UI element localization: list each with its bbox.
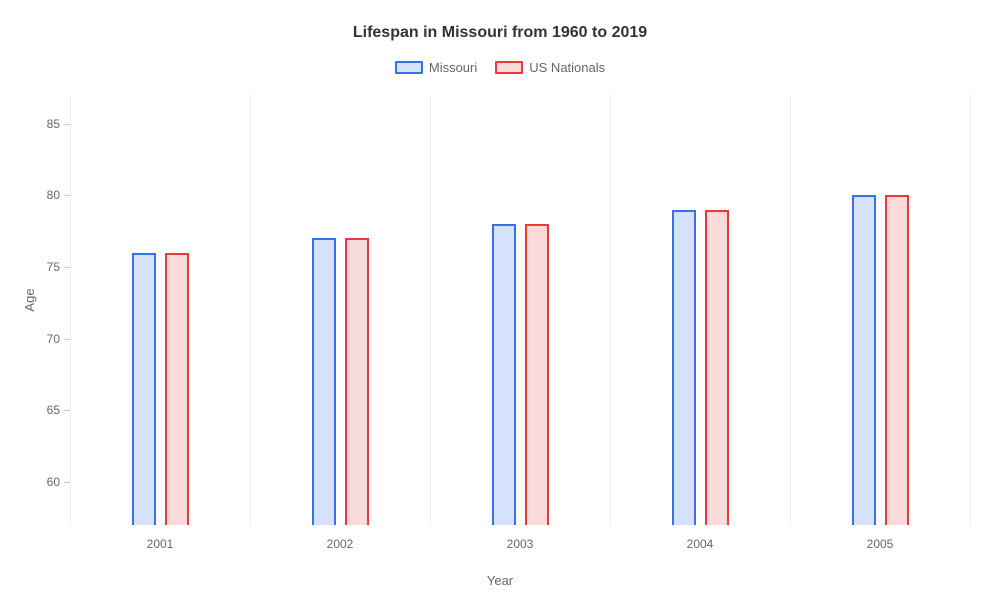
x-axis-title: Year (487, 573, 513, 588)
y-tick-mark (64, 482, 70, 483)
y-tick-label: 60 (30, 475, 60, 489)
bar (345, 238, 369, 525)
x-tick-label: 2003 (507, 537, 534, 551)
legend-item-us-nationals: US Nationals (495, 60, 605, 75)
bar (672, 210, 696, 525)
legend-item-missouri: Missouri (395, 60, 477, 75)
legend-label-missouri: Missouri (429, 60, 477, 75)
x-tick-label: 2002 (327, 537, 354, 551)
plot-area: 60657075808520012002200320042005 (70, 95, 970, 525)
bar (132, 253, 156, 525)
y-axis-title: Age (22, 288, 37, 311)
y-tick-label: 70 (30, 332, 60, 346)
y-tick-mark (64, 410, 70, 411)
legend: Missouri US Nationals (0, 60, 1000, 75)
y-tick-mark (64, 267, 70, 268)
x-tick-label: 2004 (687, 537, 714, 551)
chart-title: Lifespan in Missouri from 1960 to 2019 (0, 0, 1000, 42)
legend-label-us-nationals: US Nationals (529, 60, 605, 75)
legend-swatch-us-nationals (495, 61, 523, 74)
gridline-vertical (970, 95, 971, 525)
gridline-vertical (610, 95, 611, 525)
x-tick-label: 2001 (147, 537, 174, 551)
y-tick-label: 65 (30, 403, 60, 417)
bar (852, 195, 876, 525)
y-tick-label: 85 (30, 117, 60, 131)
legend-swatch-missouri (395, 61, 423, 74)
y-tick-label: 80 (30, 188, 60, 202)
bar (525, 224, 549, 525)
bar (705, 210, 729, 525)
bar (492, 224, 516, 525)
gridline-vertical (430, 95, 431, 525)
y-tick-mark (64, 339, 70, 340)
bar (165, 253, 189, 525)
y-tick-mark (64, 195, 70, 196)
gridline-vertical (250, 95, 251, 525)
x-tick-label: 2005 (867, 537, 894, 551)
gridline-vertical (790, 95, 791, 525)
y-tick-mark (64, 124, 70, 125)
gridline-vertical (70, 95, 71, 525)
y-tick-label: 75 (30, 260, 60, 274)
bar (312, 238, 336, 525)
bar (885, 195, 909, 525)
chart-container: Lifespan in Missouri from 1960 to 2019 M… (0, 0, 1000, 600)
